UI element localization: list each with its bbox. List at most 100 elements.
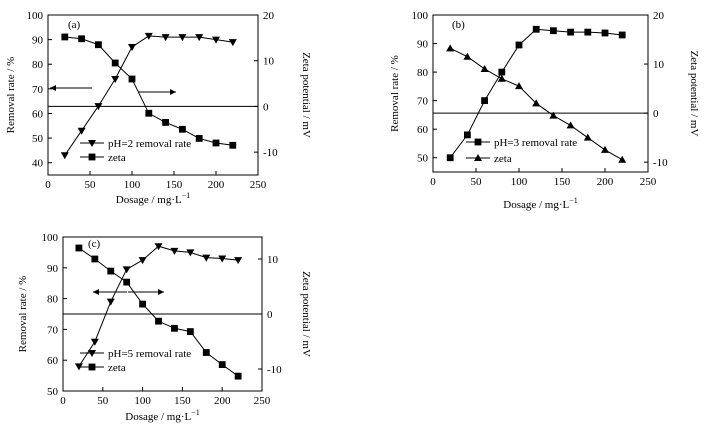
legend-label: pH=3 removal rate bbox=[494, 137, 577, 149]
data-point bbox=[583, 133, 592, 141]
y-left-tick-label: 90 bbox=[47, 263, 59, 275]
data-point bbox=[95, 41, 102, 49]
x-axis-label-superscript: −1 bbox=[569, 196, 578, 205]
chart-panel-1: 0 50 100 150 200 250 40 50 60 70 80 90 100 -10 0 10 20 Do… bbox=[5, 10, 312, 206]
y-right-tick-label: -10 bbox=[653, 157, 668, 169]
x-tick-label: 200 bbox=[208, 179, 225, 191]
y-right-tick-label: 0 bbox=[263, 101, 269, 113]
data-point bbox=[186, 249, 195, 257]
data-point bbox=[618, 31, 626, 39]
annotation-arrow-head bbox=[50, 85, 56, 91]
y-right-tick-label: 0 bbox=[267, 309, 273, 321]
series-zeta bbox=[61, 33, 237, 149]
data-point bbox=[229, 141, 237, 149]
data-point bbox=[128, 44, 136, 51]
panel-label: (b) bbox=[452, 19, 465, 31]
x-axis-label: Dosage / mg·L−1 bbox=[503, 196, 578, 211]
data-point bbox=[567, 28, 574, 36]
y-left-tick-label: 50 bbox=[47, 386, 59, 398]
data-point bbox=[601, 29, 609, 37]
x-axis-label-text: Dosage / mg·L bbox=[116, 194, 182, 206]
data-point bbox=[234, 257, 243, 265]
data-point bbox=[77, 127, 86, 135]
data-point bbox=[94, 103, 103, 111]
x-tick-label: 250 bbox=[640, 176, 657, 188]
y-left-tick-label: 60 bbox=[32, 108, 44, 120]
plot-frame bbox=[47, 14, 259, 176]
y-left-tick-label: 80 bbox=[417, 67, 429, 79]
data-point bbox=[212, 36, 220, 44]
data-point bbox=[138, 257, 147, 265]
x-axis-label-text: Dosage / mg·L bbox=[125, 411, 191, 423]
y-right-tick-label: -10 bbox=[267, 364, 282, 376]
data-point bbox=[228, 39, 237, 47]
data-point bbox=[532, 25, 540, 33]
data-point bbox=[446, 44, 455, 52]
series-removal-rate bbox=[60, 32, 237, 160]
data-point bbox=[481, 97, 488, 105]
data-point bbox=[139, 300, 146, 308]
data-point bbox=[498, 68, 506, 76]
legend-label: zeta bbox=[108, 152, 126, 164]
data-point bbox=[550, 27, 557, 35]
x-tick-label: 200 bbox=[214, 395, 231, 407]
x-tick-label: 100 bbox=[134, 395, 151, 407]
y-left-tick-label: 70 bbox=[32, 84, 44, 96]
data-point bbox=[195, 34, 204, 42]
plot-frame bbox=[432, 14, 649, 173]
y-left-tick-label: 100 bbox=[42, 232, 59, 244]
y-left-axis-label: Removal rate / % bbox=[5, 57, 17, 134]
data-point bbox=[186, 328, 194, 335]
data-point bbox=[234, 372, 242, 380]
annotation-arrow-head bbox=[170, 89, 176, 95]
data-point bbox=[218, 361, 226, 368]
series-zeta bbox=[446, 44, 627, 163]
series-removal-rate bbox=[446, 25, 626, 162]
data-point bbox=[75, 244, 83, 252]
y-left-tick-label: 40 bbox=[32, 158, 44, 170]
data-point bbox=[218, 255, 227, 263]
data-point bbox=[111, 76, 120, 83]
data-point bbox=[144, 32, 153, 40]
y-right-tick-label: 10 bbox=[653, 59, 665, 71]
y-left-axis-label: Removal rate / % bbox=[389, 55, 401, 132]
data-point bbox=[107, 267, 115, 275]
y-left-axis-label: Removal rate / % bbox=[17, 276, 29, 353]
data-point bbox=[78, 35, 85, 43]
x-tick-label: 100 bbox=[124, 179, 141, 191]
y-left-tick-label: 80 bbox=[32, 59, 44, 71]
y-right-tick-label: 10 bbox=[267, 254, 279, 266]
panel-label: (a) bbox=[68, 19, 81, 31]
legend-label: pH=5 removal rate bbox=[108, 348, 191, 360]
x-tick-label: 250 bbox=[250, 179, 267, 191]
y-right-tick-label: 10 bbox=[263, 56, 275, 68]
series-line bbox=[64, 36, 233, 146]
y-right-axis-label: Zeta potential / mV bbox=[300, 271, 312, 357]
legend-marker bbox=[474, 154, 482, 161]
y-right-tick-label: 0 bbox=[653, 108, 659, 120]
x-axis-label-superscript: −1 bbox=[191, 408, 200, 417]
data-point bbox=[155, 317, 162, 325]
data-point bbox=[515, 41, 523, 49]
annotation-arrow-head bbox=[158, 289, 164, 295]
data-point bbox=[463, 52, 472, 60]
data-point bbox=[161, 34, 170, 42]
data-point bbox=[601, 145, 609, 153]
y-left-tick-label: 50 bbox=[32, 133, 44, 145]
data-point bbox=[171, 324, 178, 332]
legend-label: pH=2 removal rate bbox=[108, 138, 191, 150]
legend-label: zeta bbox=[108, 362, 126, 374]
x-tick-label: 150 bbox=[554, 176, 571, 188]
data-point bbox=[464, 131, 471, 139]
data-point bbox=[91, 255, 99, 263]
x-tick-label: 150 bbox=[166, 179, 183, 191]
legend-marker bbox=[88, 153, 96, 161]
legend-marker bbox=[88, 363, 96, 371]
data-point bbox=[532, 99, 541, 107]
x-axis-label-superscript: −1 bbox=[182, 191, 191, 200]
series-removal-rate bbox=[74, 243, 243, 371]
data-point bbox=[154, 243, 163, 251]
data-point bbox=[61, 33, 69, 41]
data-point bbox=[549, 111, 558, 119]
